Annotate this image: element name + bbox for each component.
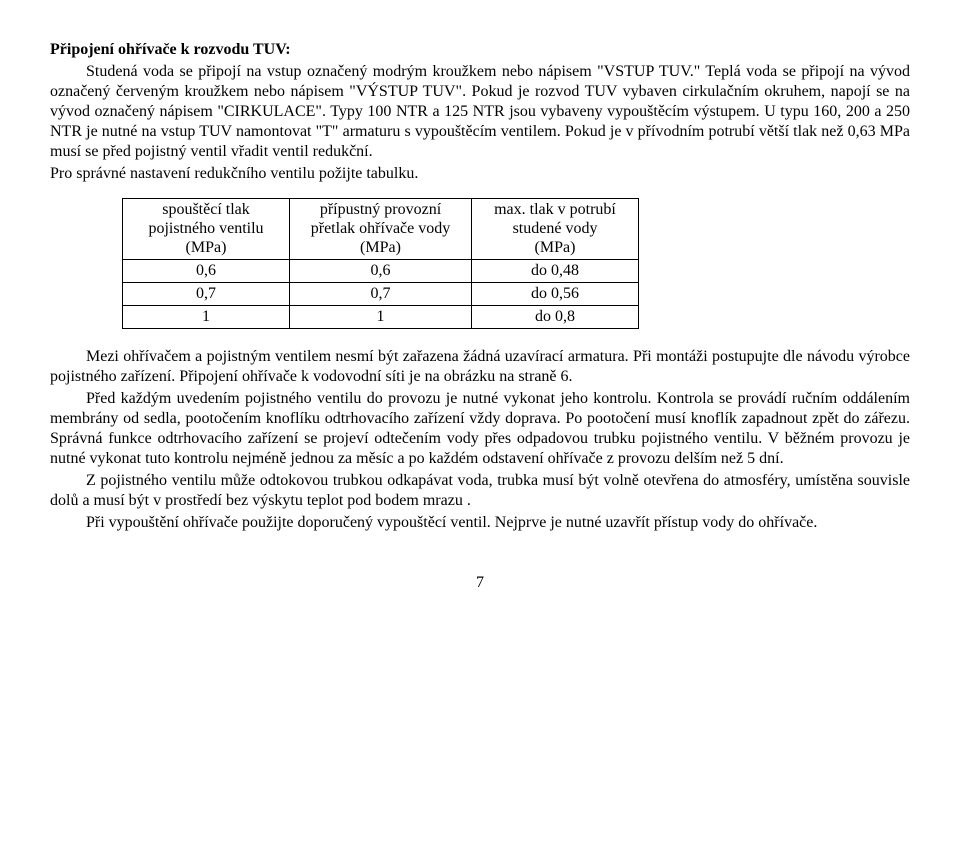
table-cell: 0,6 [123,259,290,282]
table-cell: 0,7 [290,282,472,305]
section-heading: Připojení ohřívače k rozvodu TUV: [50,40,910,60]
paragraph-6: Při vypouštění ohřívače použijte doporuč… [50,513,910,533]
pressure-table: spouštěcí tlakpojistného ventilu(MPa) př… [122,198,639,329]
paragraph-4: Před každým uvedením pojistného ventilu … [50,389,910,469]
table-header-cell: spouštěcí tlakpojistného ventilu(MPa) [123,199,290,260]
table-row: 1 1 do 0,8 [123,305,639,328]
table-container: spouštěcí tlakpojistného ventilu(MPa) př… [122,198,910,329]
table-cell: do 0,56 [472,282,639,305]
paragraph-1: Studená voda se připojí na vstup označen… [50,62,910,162]
paragraph-3: Mezi ohřívačem a pojistným ventilem nesm… [50,347,910,387]
page-number: 7 [50,573,910,593]
table-row: 0,7 0,7 do 0,56 [123,282,639,305]
paragraph-2: Pro správné nastavení redukčního ventilu… [50,164,910,184]
table-cell: 0,7 [123,282,290,305]
table-header-row: spouštěcí tlakpojistného ventilu(MPa) př… [123,199,639,260]
table-header-cell: přípustný provoznípřetlak ohřívače vody(… [290,199,472,260]
table-header-cell: max. tlak v potrubístudené vody(MPa) [472,199,639,260]
table-cell: 1 [290,305,472,328]
paragraph-5: Z pojistného ventilu může odtokovou trub… [50,471,910,511]
table-cell: do 0,48 [472,259,639,282]
table-row: 0,6 0,6 do 0,48 [123,259,639,282]
table-cell: 1 [123,305,290,328]
table-cell: 0,6 [290,259,472,282]
table-cell: do 0,8 [472,305,639,328]
